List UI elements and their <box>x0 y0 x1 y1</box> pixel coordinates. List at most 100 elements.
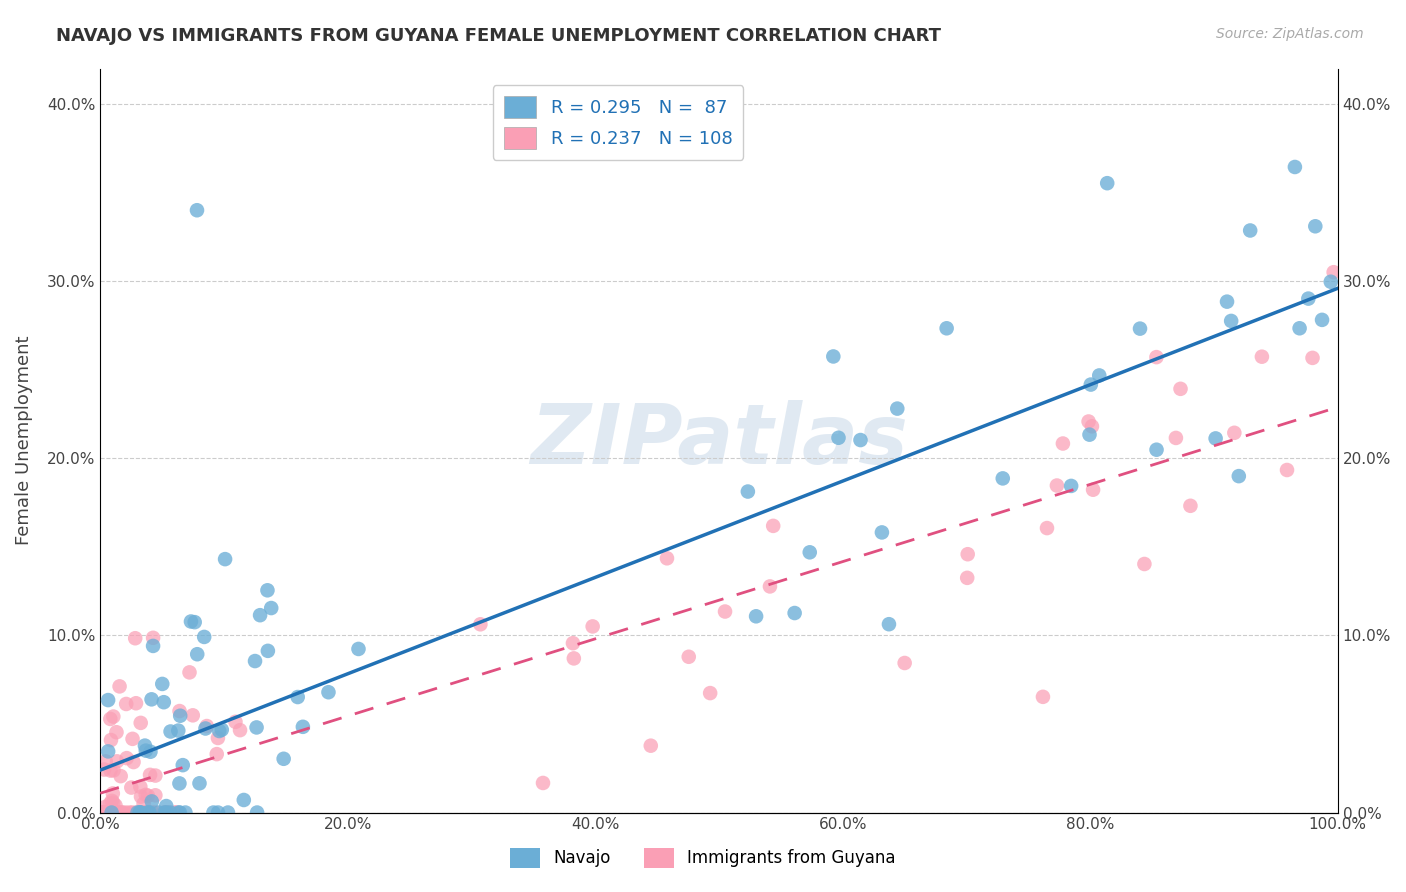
Point <box>104 798 127 813</box>
Point <box>139 745 162 759</box>
Point <box>94 805 117 820</box>
Point <box>129 715 152 730</box>
Point <box>153 805 176 820</box>
Point <box>131 805 153 820</box>
Point <box>155 805 177 820</box>
Point <box>886 401 908 416</box>
Point <box>129 805 152 820</box>
Point <box>139 768 162 782</box>
Point <box>1095 176 1118 190</box>
Point <box>877 617 900 632</box>
Point <box>93 763 115 777</box>
Point <box>562 636 585 650</box>
Point <box>799 545 821 559</box>
Point <box>849 433 872 447</box>
Point <box>678 649 700 664</box>
Point <box>273 752 295 766</box>
Point <box>194 722 217 736</box>
Point <box>134 739 156 753</box>
Point <box>138 805 160 820</box>
Point <box>347 642 370 657</box>
Point <box>103 709 125 723</box>
Text: ZIPatlas: ZIPatlas <box>530 400 908 481</box>
Point <box>211 723 233 737</box>
Point <box>132 805 155 820</box>
Point <box>562 651 585 665</box>
Point <box>207 805 229 820</box>
Point <box>1310 313 1333 327</box>
Point <box>105 805 128 820</box>
Point <box>97 805 120 820</box>
Point <box>180 615 202 629</box>
Y-axis label: Female Unemployment: Female Unemployment <box>15 335 32 545</box>
Point <box>186 203 208 218</box>
Point <box>1288 321 1310 335</box>
Point <box>1052 436 1074 450</box>
Point <box>90 805 112 820</box>
Point <box>193 630 215 644</box>
Point <box>118 805 141 820</box>
Point <box>229 723 252 738</box>
Point <box>124 632 146 646</box>
Point <box>245 721 267 735</box>
Point <box>1298 292 1320 306</box>
Point <box>97 693 120 707</box>
Point <box>129 805 152 820</box>
Point <box>153 805 176 820</box>
Point <box>186 647 208 661</box>
Point <box>128 805 150 820</box>
Point <box>105 725 128 739</box>
Point <box>125 805 148 820</box>
Point <box>174 805 197 820</box>
Point <box>128 805 150 820</box>
Point <box>179 665 201 680</box>
Point <box>135 788 157 802</box>
Point <box>142 639 165 653</box>
Point <box>1088 368 1111 383</box>
Point <box>217 805 239 820</box>
Point <box>224 714 246 729</box>
Point <box>249 608 271 623</box>
Point <box>127 805 149 820</box>
Point <box>1170 382 1192 396</box>
Legend: Navajo, Immigrants from Guyana: Navajo, Immigrants from Guyana <box>503 841 903 875</box>
Point <box>101 805 124 820</box>
Point <box>257 644 280 658</box>
Point <box>156 805 179 820</box>
Point <box>737 484 759 499</box>
Point <box>1133 557 1156 571</box>
Point <box>256 583 278 598</box>
Point <box>181 708 204 723</box>
Point <box>956 571 979 585</box>
Point <box>97 744 120 758</box>
Point <box>165 805 187 820</box>
Point <box>159 805 181 820</box>
Text: NAVAJO VS IMMIGRANTS FROM GUYANA FEMALE UNEMPLOYMENT CORRELATION CHART: NAVAJO VS IMMIGRANTS FROM GUYANA FEMALE … <box>56 27 941 45</box>
Point <box>135 744 157 758</box>
Point <box>169 776 191 790</box>
Point <box>98 712 121 726</box>
Point <box>827 431 849 445</box>
Point <box>122 755 145 769</box>
Point <box>1146 442 1168 457</box>
Point <box>142 631 165 645</box>
Point <box>101 794 124 808</box>
Point <box>96 805 118 820</box>
Point <box>167 805 190 820</box>
Point <box>1080 377 1102 392</box>
Point <box>94 755 117 769</box>
Point <box>136 805 159 820</box>
Point <box>1081 419 1104 434</box>
Point <box>956 547 979 561</box>
Text: Source: ZipAtlas.com: Source: ZipAtlas.com <box>1216 27 1364 41</box>
Point <box>169 704 191 718</box>
Point <box>159 724 181 739</box>
Point <box>655 551 678 566</box>
Point <box>138 805 160 820</box>
Point <box>714 605 737 619</box>
Point <box>1220 314 1243 328</box>
Point <box>169 805 191 820</box>
Point <box>143 768 166 782</box>
Point <box>93 805 115 820</box>
Point <box>870 525 893 540</box>
